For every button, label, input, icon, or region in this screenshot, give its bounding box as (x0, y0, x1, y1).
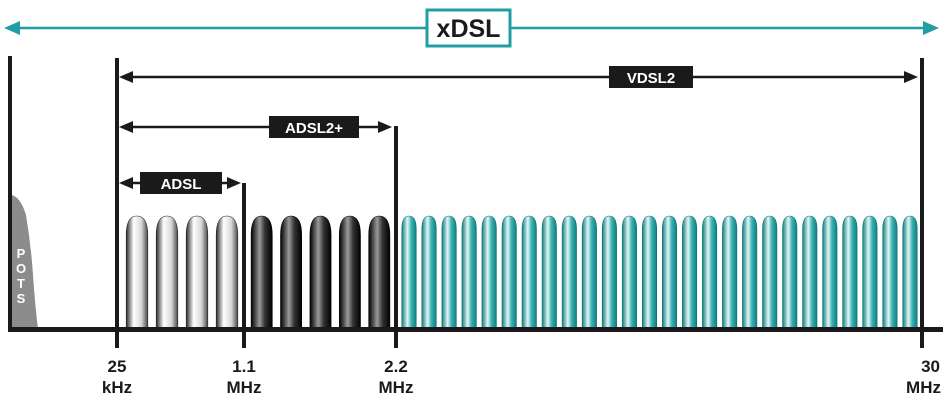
adsl-label: ADSL (161, 176, 202, 193)
carrier-spike-vdsl2 (501, 215, 517, 329)
carrier-spike-adsl (215, 215, 239, 329)
carrier-spike-vdsl2 (882, 215, 898, 329)
carrier-spike-adsl2plus (309, 215, 332, 329)
adsl2plus-label: ADSL2+ (285, 120, 343, 137)
pots-shape (12, 195, 38, 329)
carrier-spike-vdsl2 (782, 215, 798, 329)
tick-unit: MHz (906, 378, 941, 397)
xdsl-arrow-right-head (923, 21, 939, 35)
pots-region: P O T S (12, 195, 38, 329)
tick-value: 2.2 (384, 357, 408, 376)
band-adsl: ADSL (119, 172, 241, 194)
carrier-spike-adsl (155, 215, 179, 329)
tick-unit: kHz (102, 378, 132, 397)
carrier-spike-adsl2plus (280, 215, 302, 329)
carrier-spike-vdsl2 (461, 215, 477, 329)
carrier-spike-adsl2plus (250, 215, 273, 329)
boundary-1-1mhz (242, 183, 246, 348)
band-vdsl2: VDSL2 (119, 66, 918, 88)
adsl-arrow-left-head (119, 177, 133, 189)
carrier-spikes (125, 215, 918, 329)
boundary-2-2mhz (394, 126, 398, 348)
carrier-spike-vdsl2 (481, 215, 497, 329)
carrier-spike-vdsl2 (441, 215, 457, 329)
carrier-spike-vdsl2 (521, 215, 537, 329)
carrier-spike-vdsl2 (662, 215, 678, 329)
carrier-spike-vdsl2 (421, 215, 437, 329)
xdsl-title-box (425, 8, 512, 48)
carrier-spike-vdsl2 (762, 215, 778, 329)
vdsl2-label: VDSL2 (627, 70, 675, 87)
x-axis (8, 327, 943, 332)
carrier-spike-vdsl2 (541, 215, 557, 329)
vdsl2-label-box (609, 66, 693, 88)
carrier-spike-vdsl2 (862, 215, 878, 329)
vdsl2-arrow-right-head (904, 71, 918, 83)
carrier-spike-vdsl2 (401, 215, 417, 329)
vdsl2-arrow-left-head (119, 71, 133, 83)
tick-value: 1.1 (232, 357, 256, 376)
adsl-arrow-right-head (227, 177, 241, 189)
xdsl-arrow: xDSL (4, 8, 939, 48)
carrier-spike-vdsl2 (822, 215, 838, 329)
carrier-spike-adsl (125, 215, 149, 329)
carrier-spike-vdsl2 (902, 215, 918, 329)
boundary-25khz (115, 58, 119, 348)
boundary-30mhz (920, 58, 924, 348)
carrier-spike-vdsl2 (802, 215, 818, 329)
y-axis (8, 56, 12, 331)
frequency-labels: 25 kHz 1.1 MHz 2.2 MHz 30 MHz (102, 357, 941, 397)
carrier-spike-vdsl2 (581, 215, 597, 329)
tick-unit: MHz (227, 378, 262, 397)
pots-letter: P (17, 246, 26, 261)
adsl2plus-label-box (269, 116, 359, 138)
pots-letter: S (17, 291, 26, 306)
tick-unit: MHz (379, 378, 414, 397)
carrier-spike-vdsl2 (722, 215, 738, 329)
pots-letter: O (16, 261, 26, 276)
carrier-spike-vdsl2 (702, 215, 718, 329)
axes (8, 56, 943, 348)
carrier-spike-vdsl2 (601, 215, 617, 329)
carrier-spike-adsl2plus (368, 215, 391, 329)
xdsl-title: xDSL (437, 15, 501, 43)
adsl-label-box (140, 172, 222, 194)
carrier-spike-vdsl2 (561, 215, 577, 329)
adsl2plus-arrow-right-head (378, 121, 392, 133)
carrier-spike-adsl2plus (339, 215, 361, 329)
carrier-spike-adsl (185, 215, 209, 329)
pots-letter: T (17, 276, 25, 291)
carrier-spike-vdsl2 (742, 215, 758, 329)
band-adsl2plus: ADSL2+ (119, 116, 392, 138)
carrier-spike-vdsl2 (641, 215, 657, 329)
adsl2plus-arrow-left-head (119, 121, 133, 133)
xdsl-arrow-left-head (4, 21, 20, 35)
carrier-spike-vdsl2 (842, 215, 858, 329)
carrier-spike-vdsl2 (621, 215, 637, 329)
carrier-spike-vdsl2 (682, 215, 698, 329)
tick-value: 25 (108, 357, 127, 376)
tick-value: 30 (921, 357, 940, 376)
